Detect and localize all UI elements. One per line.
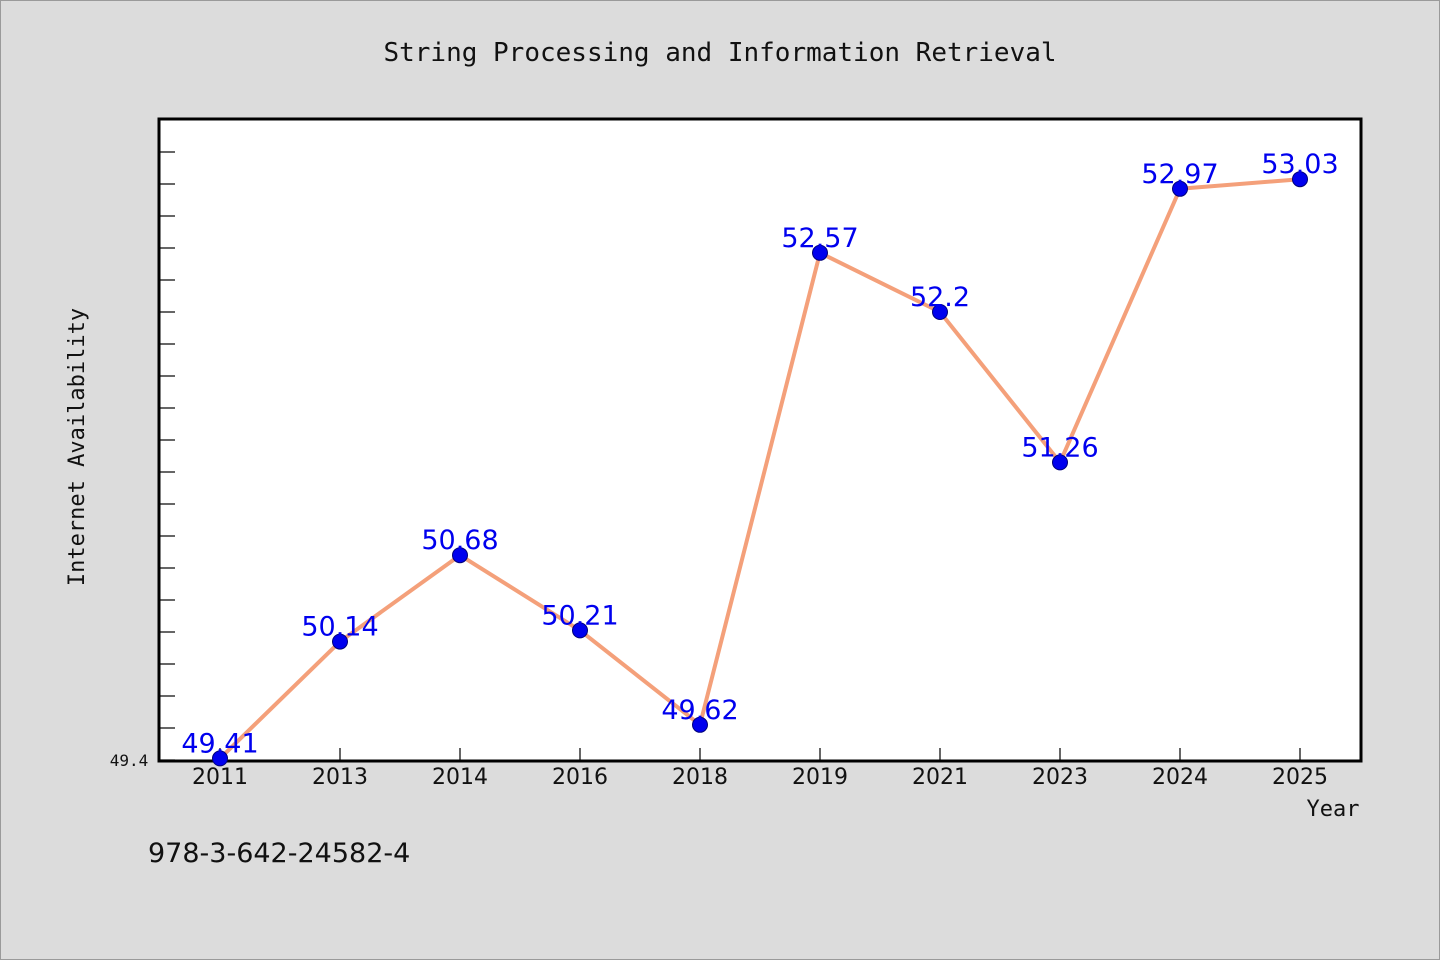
data-label: 49.62 (661, 695, 738, 726)
data-label: 50.21 (541, 600, 618, 631)
data-label: 50.68 (421, 525, 498, 556)
data-point (812, 244, 828, 261)
data-label: 50.14 (301, 612, 378, 643)
x-axis: 2011 2013 2014 2016 2018 2019 2021 2023 2024 2025 (192, 748, 1328, 790)
data-label: 52.57 (781, 223, 858, 254)
data-point (332, 633, 348, 650)
data-label: 52.2 (910, 282, 970, 313)
series (218, 177, 1301, 760)
x-tick-label: 2011 (192, 765, 248, 790)
x-tick-label: 2016 (552, 765, 608, 790)
x-tick-label: 2025 (1272, 765, 1328, 790)
data-point (692, 716, 708, 733)
x-tick-label: 2021 (912, 765, 968, 790)
x-tick-label: 2014 (432, 765, 488, 790)
data-point (572, 622, 588, 639)
x-axis-label: Year (1307, 797, 1360, 822)
y-axis-label: Internet Availability (65, 308, 90, 586)
y-axis-ticks (160, 151, 175, 761)
plot-area (157, 117, 1363, 763)
series-line (218, 177, 1301, 760)
x-tick-label: 2018 (672, 765, 728, 790)
data-point (1052, 454, 1068, 471)
data-labels: 49.41 50.14 50.68 50.21 49.62 52.57 52.2 51.26 5… (181, 149, 1338, 759)
data-label: 52.97 (1141, 159, 1218, 190)
y-tick-label: 49.4 (110, 751, 149, 770)
data-label: 51.26 (1021, 432, 1098, 463)
x-tick-label: 2024 (1152, 765, 1208, 790)
data-point (932, 304, 948, 320)
chart-title: String Processing and Information Retrie… (383, 38, 1056, 68)
data-point (1292, 171, 1308, 188)
x-tick-label: 2023 (1032, 765, 1088, 790)
data-points (212, 171, 1308, 767)
x-tick-label: 2019 (792, 765, 848, 790)
data-point (452, 547, 468, 564)
x-tick-label: 2013 (312, 765, 368, 790)
data-label: 53.03 (1261, 149, 1338, 180)
data-point (212, 750, 228, 767)
data-point (1172, 180, 1188, 197)
footer-text: 978-3-642-24582-4 (148, 838, 410, 869)
data-label: 49.41 (181, 728, 258, 759)
